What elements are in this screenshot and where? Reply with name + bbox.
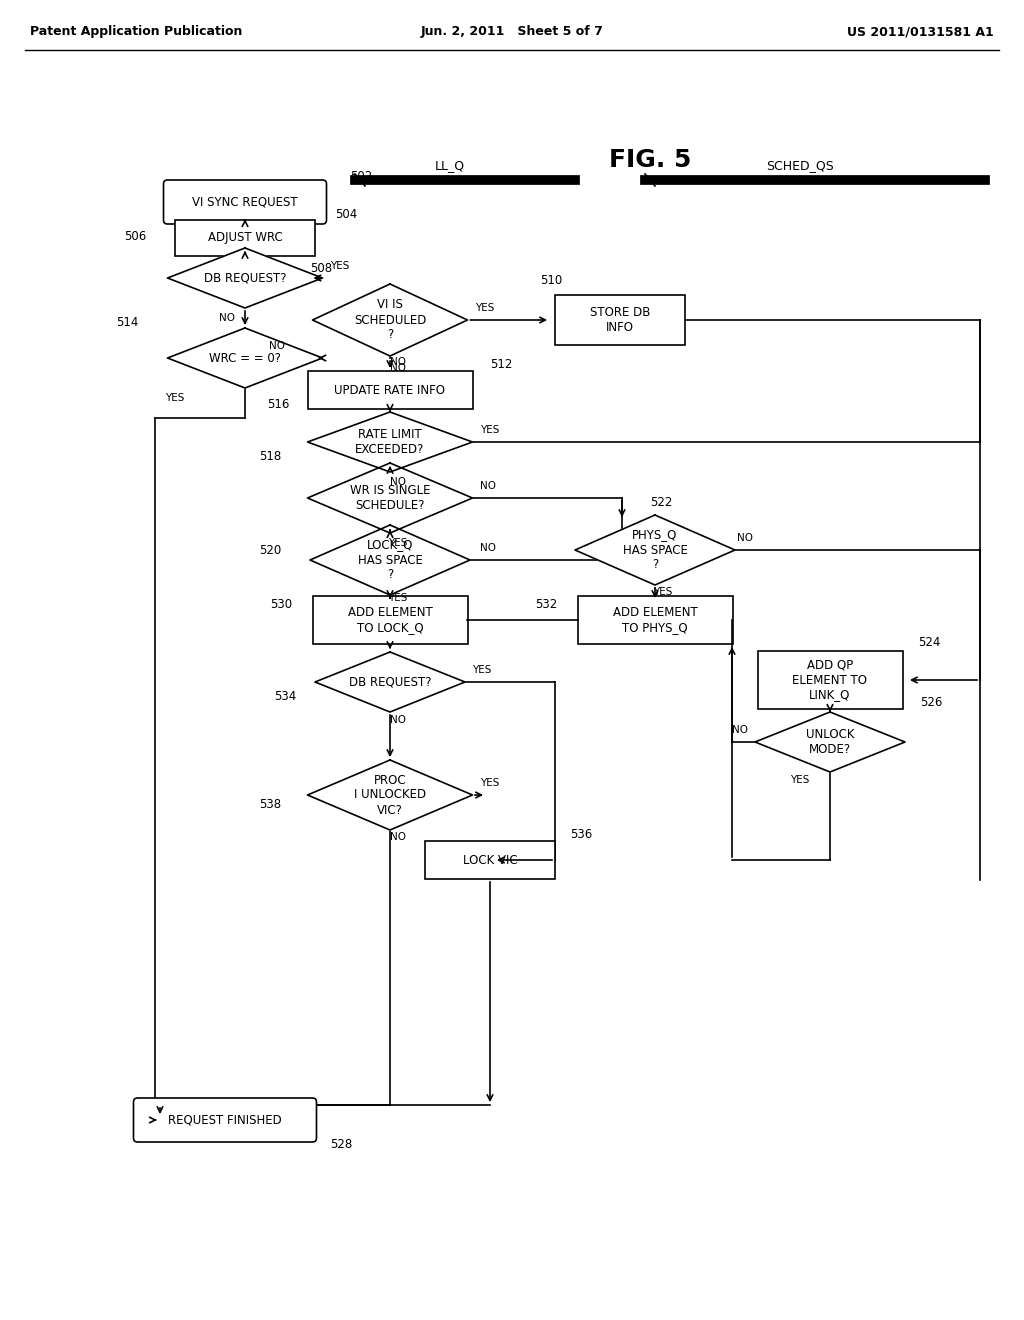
Text: NO: NO xyxy=(390,477,406,487)
Text: YES: YES xyxy=(472,665,492,675)
Polygon shape xyxy=(315,652,465,711)
Polygon shape xyxy=(755,711,905,772)
Text: 532: 532 xyxy=(535,598,557,611)
FancyBboxPatch shape xyxy=(312,597,468,644)
Text: Patent Application Publication: Patent Application Publication xyxy=(30,25,243,38)
Polygon shape xyxy=(310,525,470,595)
Polygon shape xyxy=(307,760,472,830)
Text: YES: YES xyxy=(331,261,350,271)
Text: NO: NO xyxy=(732,725,748,735)
Text: ADD QP
ELEMENT TO
LINK_Q: ADD QP ELEMENT TO LINK_Q xyxy=(793,659,867,701)
Text: 526: 526 xyxy=(920,696,942,709)
Text: ADJUST WRC: ADJUST WRC xyxy=(208,231,283,244)
FancyBboxPatch shape xyxy=(425,841,555,879)
Text: YES: YES xyxy=(475,304,495,313)
Text: YES: YES xyxy=(791,775,810,785)
Text: LOCK_Q
HAS SPACE
?: LOCK_Q HAS SPACE ? xyxy=(357,539,423,582)
FancyBboxPatch shape xyxy=(133,1098,316,1142)
Text: NO: NO xyxy=(390,832,406,842)
Text: 528: 528 xyxy=(330,1138,352,1151)
Text: PROC
I UNLOCKED
VIC?: PROC I UNLOCKED VIC? xyxy=(354,774,426,817)
Text: 502: 502 xyxy=(350,170,373,183)
FancyBboxPatch shape xyxy=(555,294,685,345)
Text: 514: 514 xyxy=(116,317,138,330)
FancyBboxPatch shape xyxy=(578,597,732,644)
Text: REQUEST FINISHED: REQUEST FINISHED xyxy=(168,1114,282,1126)
Text: YES: YES xyxy=(480,425,500,436)
Text: FIG. 5: FIG. 5 xyxy=(609,148,691,172)
Polygon shape xyxy=(168,248,323,308)
Text: NO: NO xyxy=(480,480,496,491)
Text: NO: NO xyxy=(737,533,753,543)
FancyBboxPatch shape xyxy=(164,180,327,224)
Text: NO: NO xyxy=(390,715,406,725)
Text: WR IS SINGLE
SCHEDULE?: WR IS SINGLE SCHEDULE? xyxy=(350,484,430,512)
Text: 508: 508 xyxy=(310,261,332,275)
Text: DB REQUEST?: DB REQUEST? xyxy=(204,272,287,285)
Text: YES: YES xyxy=(388,593,408,603)
Text: Jun. 2, 2011   Sheet 5 of 7: Jun. 2, 2011 Sheet 5 of 7 xyxy=(421,25,603,38)
FancyBboxPatch shape xyxy=(307,371,472,409)
Text: UNLOCK
MODE?: UNLOCK MODE? xyxy=(806,729,854,756)
Text: 518: 518 xyxy=(259,450,282,462)
Text: UPDATE RATE INFO: UPDATE RATE INFO xyxy=(335,384,445,396)
Text: NO: NO xyxy=(390,363,406,374)
Text: YES: YES xyxy=(480,777,500,788)
Text: 510: 510 xyxy=(540,273,562,286)
Text: NO: NO xyxy=(269,341,286,351)
Text: PHYS_Q
HAS SPACE
?: PHYS_Q HAS SPACE ? xyxy=(623,528,687,572)
Text: DB REQUEST?: DB REQUEST? xyxy=(349,676,431,689)
Text: VI SYNC REQUEST: VI SYNC REQUEST xyxy=(193,195,298,209)
Text: LL_Q: LL_Q xyxy=(435,158,465,172)
Polygon shape xyxy=(168,327,323,388)
Text: 524: 524 xyxy=(918,635,940,648)
Text: 504: 504 xyxy=(335,207,357,220)
Text: 516: 516 xyxy=(267,397,289,411)
Text: NO: NO xyxy=(390,356,406,367)
Text: 512: 512 xyxy=(490,359,512,371)
Text: SCHED_QS: SCHED_QS xyxy=(766,158,834,172)
Text: VI IS
SCHEDULED
?: VI IS SCHEDULED ? xyxy=(354,298,426,342)
Text: RATE LIMIT
EXCEEDED?: RATE LIMIT EXCEEDED? xyxy=(355,428,425,455)
Text: NO: NO xyxy=(480,543,496,553)
Text: WRC = = 0?: WRC = = 0? xyxy=(209,351,281,364)
Text: 530: 530 xyxy=(270,598,292,611)
Text: 506: 506 xyxy=(124,230,146,243)
FancyBboxPatch shape xyxy=(175,220,315,256)
Text: YES: YES xyxy=(653,587,673,597)
FancyBboxPatch shape xyxy=(758,651,902,709)
Text: ADD ELEMENT
TO LOCK_Q: ADD ELEMENT TO LOCK_Q xyxy=(347,606,432,634)
Text: US 2011/0131581 A1: US 2011/0131581 A1 xyxy=(847,25,994,38)
Polygon shape xyxy=(312,284,468,356)
Text: 538: 538 xyxy=(259,799,281,812)
Polygon shape xyxy=(307,412,472,473)
Text: YES: YES xyxy=(388,539,408,548)
Text: ADD ELEMENT
TO PHYS_Q: ADD ELEMENT TO PHYS_Q xyxy=(612,606,697,634)
Text: LOCK VIC: LOCK VIC xyxy=(463,854,517,866)
Text: 522: 522 xyxy=(650,495,673,508)
Text: 520: 520 xyxy=(259,544,282,557)
Polygon shape xyxy=(575,515,735,585)
Text: NO: NO xyxy=(219,313,234,323)
Text: 534: 534 xyxy=(273,690,296,704)
Text: YES: YES xyxy=(165,393,184,403)
Text: STORE DB
INFO: STORE DB INFO xyxy=(590,306,650,334)
Text: 536: 536 xyxy=(570,828,592,841)
Polygon shape xyxy=(307,463,472,533)
